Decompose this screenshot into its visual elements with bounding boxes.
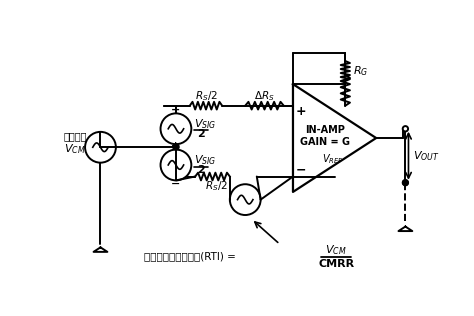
Circle shape	[403, 180, 408, 185]
Text: 同相モード・エラー(RTI) =: 同相モード・エラー(RTI) =	[144, 252, 239, 262]
Text: $R_S/2$: $R_S/2$	[205, 179, 228, 193]
Text: $V_{REF}$: $V_{REF}$	[322, 153, 344, 167]
Text: $V_{CM}$: $V_{CM}$	[325, 244, 347, 257]
Circle shape	[403, 126, 408, 131]
Text: GAIN = G: GAIN = G	[301, 137, 350, 147]
Text: 2: 2	[198, 129, 205, 139]
Text: −: −	[171, 143, 181, 153]
Text: +: +	[171, 105, 181, 114]
Text: $V_{SIG}$: $V_{SIG}$	[194, 154, 217, 167]
Text: $V_{SIG}$: $V_{SIG}$	[194, 117, 217, 131]
Text: −: −	[171, 179, 181, 189]
Text: $\Delta R_S$: $\Delta R_S$	[254, 89, 275, 103]
Text: +: +	[295, 105, 306, 118]
Text: IN-AMP: IN-AMP	[305, 125, 345, 135]
Text: 同相電圧: 同相電圧	[64, 131, 87, 142]
Circle shape	[173, 144, 179, 150]
Text: CMRR: CMRR	[318, 258, 354, 269]
Text: $R_G$: $R_G$	[353, 64, 368, 78]
Text: −: −	[295, 164, 306, 177]
Text: 2: 2	[198, 165, 205, 175]
Circle shape	[403, 180, 408, 185]
Text: $V_{CM}$: $V_{CM}$	[64, 142, 85, 156]
Text: +: +	[171, 141, 181, 151]
Text: $V_{OUT}$: $V_{OUT}$	[413, 149, 440, 163]
Text: $R_S/2$: $R_S/2$	[195, 89, 218, 103]
